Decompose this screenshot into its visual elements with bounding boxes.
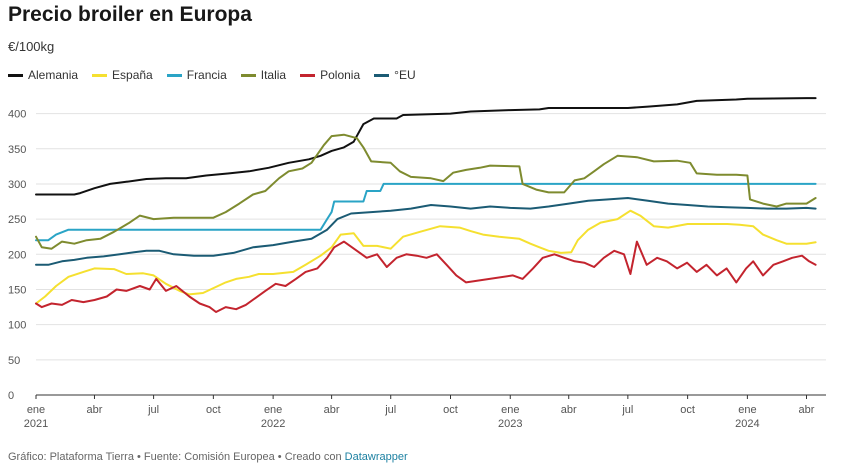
legend-label: Francia bbox=[186, 68, 227, 82]
series-line-eu bbox=[35, 197, 817, 266]
x-tick-label: abr bbox=[799, 404, 815, 416]
series-line-francia bbox=[35, 182, 817, 242]
x-tick-label: oct bbox=[206, 404, 221, 416]
x-tick-label: ene bbox=[501, 404, 519, 416]
x-tick-label: abr bbox=[324, 404, 340, 416]
legend-item: Italia bbox=[240, 68, 287, 82]
series-line-italia bbox=[35, 133, 817, 250]
x-tick-label: jul bbox=[384, 404, 396, 416]
y-tick-label: 150 bbox=[8, 284, 26, 296]
x-tick-year-label: 2021 bbox=[24, 418, 48, 430]
legend-label: °EU bbox=[394, 68, 416, 82]
legend-item: °EU bbox=[374, 68, 416, 82]
y-tick-label: 400 bbox=[8, 109, 26, 121]
legend-label: Polonia bbox=[320, 68, 361, 82]
legend-item: Alemania bbox=[8, 68, 78, 82]
y-tick-label: 250 bbox=[8, 214, 26, 226]
x-tick-year-label: 2023 bbox=[498, 418, 522, 430]
legend-label: Alemania bbox=[28, 68, 79, 82]
legend-swatch bbox=[8, 73, 23, 77]
x-tick-label: abr bbox=[561, 404, 577, 416]
legend-swatch bbox=[92, 73, 108, 77]
series-line-alemania bbox=[35, 97, 817, 196]
legend-label: España bbox=[112, 68, 153, 82]
x-tick-label: abr bbox=[87, 404, 103, 416]
x-tick-label: jul bbox=[147, 404, 159, 416]
x-tick-label: ene bbox=[27, 404, 45, 416]
y-tick-label: 0 bbox=[8, 390, 14, 402]
legend-label: Italia bbox=[260, 68, 287, 82]
legend-swatch bbox=[300, 73, 316, 77]
x-tick-year-label: 2024 bbox=[735, 418, 759, 430]
series-line-polonia bbox=[35, 240, 817, 313]
footer-credit: Gráfico: Plataforma Tierra • Fuente: Com… bbox=[8, 451, 345, 463]
chart-subtitle: €/100kg bbox=[8, 39, 55, 54]
x-tick-label: oct bbox=[680, 404, 695, 416]
datawrapper-link[interactable]: Datawrapper bbox=[344, 451, 408, 463]
y-tick-label: 300 bbox=[8, 179, 26, 191]
legend: Alemania España Francia Italia Polonia °EU bbox=[8, 68, 416, 82]
y-tick-label: 100 bbox=[8, 320, 26, 332]
legend-swatch bbox=[240, 73, 256, 77]
x-tick-label: jul bbox=[621, 404, 633, 416]
x-tick-year-label: 2022 bbox=[261, 418, 285, 430]
legend-item: Francia bbox=[166, 68, 227, 82]
y-tick-label: 50 bbox=[8, 355, 20, 367]
chart-title: Precio broiler en Europa bbox=[8, 3, 252, 26]
y-tick-label: 350 bbox=[8, 144, 26, 156]
y-tick-label: 200 bbox=[8, 249, 26, 261]
x-tick-label: ene bbox=[264, 404, 282, 416]
legend-swatch bbox=[166, 73, 182, 77]
legend-swatch bbox=[374, 73, 390, 77]
x-tick-label: oct bbox=[443, 404, 458, 416]
legend-item: Polonia bbox=[300, 68, 360, 82]
footer: Gráfico: Plataforma Tierra • Fuente: Com… bbox=[8, 451, 408, 463]
x-tick-label: ene bbox=[738, 404, 756, 416]
series-line-españa bbox=[35, 209, 817, 305]
legend-item: España bbox=[92, 68, 153, 82]
